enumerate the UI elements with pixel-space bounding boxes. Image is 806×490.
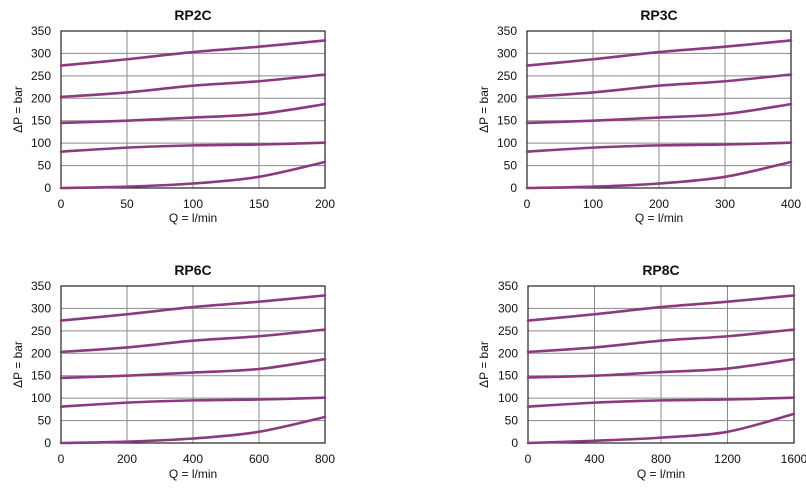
- x-tick-label: 50: [120, 197, 134, 211]
- y-tick-label: 200: [31, 91, 51, 105]
- x-tick-label: 1200: [714, 452, 741, 466]
- x-tick-label: 0: [58, 452, 65, 466]
- series-line-1: [525, 39, 793, 67]
- y-tick-label: 100: [498, 391, 518, 405]
- series-line-3: [526, 357, 796, 379]
- x-tick-label: 200: [117, 452, 137, 466]
- chart-title: RP3C: [640, 7, 677, 23]
- x-tick-label: 0: [525, 452, 532, 466]
- y-tick-label: 300: [31, 46, 51, 60]
- y-tick-label: 200: [498, 346, 518, 360]
- series-line-3: [59, 102, 327, 125]
- series-line-4: [59, 141, 327, 153]
- series-line-3: [525, 102, 793, 125]
- y-tick-label: 150: [498, 369, 518, 383]
- y-tick-label: 50: [38, 159, 52, 173]
- series-line-4: [525, 141, 793, 153]
- chart-rp2c: 0 50 100 150 200 250 300 350 0 50 100 150 200 RP2C Q =…: [11, 7, 335, 225]
- y-tick-label: 150: [31, 114, 51, 128]
- plot-frame: [527, 285, 795, 444]
- series-line-5: [59, 160, 327, 190]
- chart-rp8c: 0 50 100 150 200 250 300 350 0 400 800 1200 1600 RP8C…: [477, 262, 806, 481]
- y-axis-label: ΔP = bar: [477, 86, 491, 133]
- y-tick-label: 100: [31, 136, 51, 150]
- y-tick-label: 250: [31, 69, 51, 83]
- series-line-2: [526, 328, 796, 354]
- x-axis-label: Q = l/min: [169, 211, 217, 225]
- y-tick-label: 200: [31, 346, 51, 360]
- plot-frame: [60, 285, 326, 444]
- x-axis-label: Q = l/min: [635, 211, 683, 225]
- x-tick-label: 400: [183, 452, 203, 466]
- x-tick-label: 800: [315, 452, 335, 466]
- chart-title: RP8C: [642, 262, 679, 278]
- y-tick-label: 0: [511, 436, 518, 450]
- y-tick-label: 50: [504, 159, 518, 173]
- x-tick-label: 200: [649, 197, 669, 211]
- x-tick-label: 200: [315, 197, 335, 211]
- plot-frame: [60, 30, 326, 189]
- chart-title: RP2C: [174, 7, 211, 23]
- y-tick-label: 0: [44, 181, 51, 195]
- y-tick-label: 300: [31, 301, 51, 315]
- x-axis-label: Q = l/min: [637, 467, 685, 481]
- y-tick-label: 300: [498, 301, 518, 315]
- series-line-5: [526, 412, 796, 445]
- chart-rp6c: 0 50 100 150 200 250 300 350 0 200 400 600 800 RP6C Q …: [11, 262, 335, 481]
- y-tick-label: 200: [497, 91, 517, 105]
- y-tick-label: 100: [497, 136, 517, 150]
- x-tick-label: 0: [58, 197, 65, 211]
- x-tick-label: 300: [715, 197, 735, 211]
- y-tick-label: 50: [505, 414, 519, 428]
- y-tick-label: 150: [497, 114, 517, 128]
- x-axis-label: Q = l/min: [169, 467, 217, 481]
- x-tick-label: 1600: [781, 452, 806, 466]
- series-line-4: [526, 396, 796, 408]
- x-tick-label: 800: [651, 452, 671, 466]
- y-tick-label: 350: [497, 24, 517, 38]
- x-tick-label: 400: [584, 452, 604, 466]
- x-tick-label: 150: [249, 197, 269, 211]
- y-tick-label: 0: [44, 436, 51, 450]
- y-tick-label: 350: [498, 279, 518, 293]
- series-line-5: [59, 415, 327, 445]
- y-tick-label: 150: [31, 369, 51, 383]
- series-line-1: [526, 294, 796, 322]
- chart-title: RP6C: [174, 262, 211, 278]
- y-tick-label: 350: [31, 24, 51, 38]
- x-tick-label: 400: [781, 197, 801, 211]
- series-line-2: [59, 328, 327, 354]
- y-tick-label: 0: [510, 181, 517, 195]
- series-line-2: [59, 73, 327, 99]
- x-tick-label: 100: [583, 197, 603, 211]
- series-line-4: [59, 396, 327, 408]
- x-tick-label: 100: [183, 197, 203, 211]
- series-line-5: [525, 160, 793, 190]
- chart-rp3c: 0 50 100 150 200 250 300 350 0 100 200 300 400 RP3C Q …: [477, 7, 801, 225]
- y-tick-label: 50: [38, 414, 52, 428]
- y-axis-label: ΔP = bar: [477, 341, 491, 388]
- y-tick-label: 100: [31, 391, 51, 405]
- x-tick-label: 600: [249, 452, 269, 466]
- y-tick-label: 250: [498, 324, 518, 338]
- series-line-3: [59, 357, 327, 380]
- series-line-1: [59, 39, 327, 67]
- y-tick-label: 350: [31, 279, 51, 293]
- x-tick-label: 0: [524, 197, 531, 211]
- series-line-1: [59, 294, 327, 322]
- series-line-2: [525, 73, 793, 99]
- y-tick-label: 250: [497, 69, 517, 83]
- plot-frame: [526, 30, 792, 189]
- y-axis-label: ΔP = bar: [11, 86, 25, 133]
- y-tick-label: 300: [497, 46, 517, 60]
- y-tick-label: 250: [31, 324, 51, 338]
- y-axis-label: ΔP = bar: [11, 341, 25, 388]
